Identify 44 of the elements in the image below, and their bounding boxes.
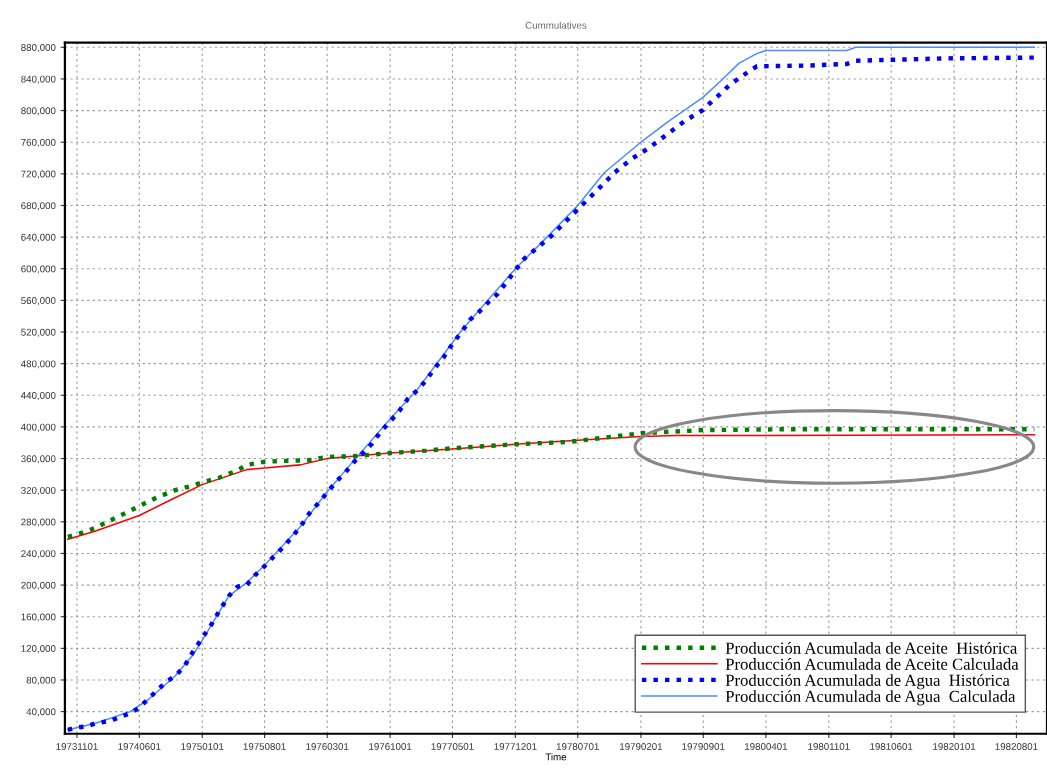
y-tick-label: 880,000 (21, 44, 56, 53)
y-tick-label: 160,000 (21, 613, 56, 622)
y-tick-label: 200,000 (21, 581, 56, 590)
y-tick-label: 400,000 (20, 423, 56, 432)
x-tick-label: 19731101 (56, 743, 98, 750)
y-tick-label: 240,000 (21, 550, 56, 559)
x-tick-label: 19771201 (494, 743, 537, 750)
x-tick-label: 19801101 (808, 743, 850, 750)
x-tick-label: 19820801 (995, 743, 1038, 750)
x-tick-label: 19810601 (870, 743, 913, 750)
x-axis-title: Time (545, 753, 567, 761)
x-tick-label: 19750801 (243, 743, 286, 750)
y-tick-label: 120,000 (21, 645, 56, 654)
y-tick-label: 360,000 (21, 455, 56, 464)
x-tick-label: 19820101 (933, 743, 976, 750)
x-tick-label: 19740601 (118, 743, 161, 750)
x-tick-label: 19750101 (181, 743, 224, 750)
y-tick-label: 720,000 (21, 170, 56, 179)
x-tick-label: 19780701 (556, 743, 599, 750)
y-tick-label: 800,000 (21, 107, 56, 116)
y-tick-label: 520,000 (21, 328, 56, 337)
legend-label: Producción Acumulada de Aceite Histórica (725, 642, 1018, 654)
x-tick-label: 19790901 (682, 743, 725, 750)
y-tick-label: 680,000 (21, 202, 56, 211)
y-tick-label: 80,000 (26, 676, 56, 685)
y-tick-label: 560,000 (21, 297, 56, 306)
y-tick-label: 640,000 (21, 233, 56, 242)
chart-title: Cummulatives (525, 21, 587, 29)
legend-label: Producción Acumulada de Agua Histórica (725, 674, 1010, 690)
x-tick-label: 19770501 (431, 743, 474, 750)
y-tick-label: 280,000 (21, 518, 56, 527)
legend-label: Producción Acumulada de Agua Calculada (725, 690, 1016, 706)
x-tick-label: 19761001 (369, 743, 412, 750)
y-tick-label: 760,000 (21, 138, 56, 147)
y-tick-label: 480,000 (20, 360, 56, 369)
x-tick-label: 19760301 (306, 743, 349, 750)
x-tick-label: 19790201 (620, 743, 663, 750)
legend-label: Producción Acumulada de Aceite Calculada (725, 658, 1019, 670)
x-tick-label: 19800401 (745, 743, 788, 750)
y-tick-label: 440,000 (20, 392, 56, 401)
y-tick-label: 600,000 (21, 265, 56, 274)
y-tick-label: 320,000 (21, 486, 56, 495)
y-tick-label: 840,000 (21, 75, 56, 84)
y-tick-label: 40,000 (26, 708, 56, 717)
